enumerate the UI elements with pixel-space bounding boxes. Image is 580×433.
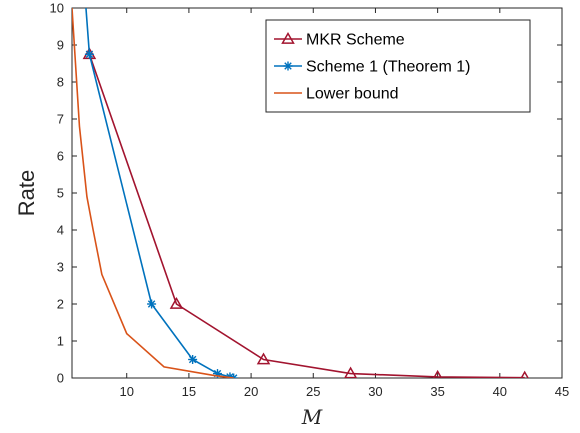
x-tick-label: 10 (119, 384, 133, 399)
x-tick-label: 15 (182, 384, 196, 399)
y-tick-label: 1 (57, 334, 64, 349)
x-tick-label: 45 (555, 384, 569, 399)
y-tick-label: 0 (57, 371, 64, 386)
data-point-marker (229, 373, 239, 378)
y-tick-label: 9 (57, 38, 64, 53)
y-axis-title: Rate (14, 170, 39, 216)
data-point-marker (188, 355, 198, 364)
series-line (72, 8, 234, 378)
x-tick-label: 40 (493, 384, 507, 399)
legend-label: Scheme 1 (Theorem 1) (306, 59, 471, 76)
legend-box (265, 19, 531, 113)
data-point-marker (520, 370, 529, 378)
data-point-marker (432, 369, 443, 378)
legend-label: MKR Scheme (306, 32, 405, 49)
legend-entry: Lower bound (274, 86, 399, 103)
x-axis-title: M (301, 405, 323, 429)
series-line (88, 53, 525, 378)
x-tick-label: 25 (306, 384, 320, 399)
legend-entry: Scheme 1 (Theorem 1) (274, 59, 471, 76)
series-2 (72, 8, 234, 378)
data-point-marker (84, 49, 94, 59)
data-point-marker (147, 299, 157, 309)
data-point-marker (256, 352, 271, 365)
legend-marker (283, 61, 293, 71)
y-tick-label: 8 (57, 75, 64, 90)
legend-entry: MKR Scheme (274, 32, 405, 49)
data-point-marker (344, 366, 358, 378)
x-tick-label: 35 (430, 384, 444, 399)
data-point-marker (169, 296, 184, 309)
y-tick-label: 2 (57, 297, 64, 312)
y-tick-label: 4 (57, 223, 64, 238)
y-tick-label: 3 (57, 260, 64, 275)
legend-label: Lower bound (306, 86, 399, 103)
y-tick-label: 7 (57, 112, 64, 127)
legend-marker (281, 31, 295, 44)
y-tick-label: 5 (57, 186, 64, 201)
y-tick-label: 10 (50, 1, 64, 16)
series-0 (82, 47, 529, 378)
x-tick-label: 20 (244, 384, 258, 399)
x-tick-label: 30 (368, 384, 382, 399)
y-tick-label: 6 (57, 149, 64, 164)
